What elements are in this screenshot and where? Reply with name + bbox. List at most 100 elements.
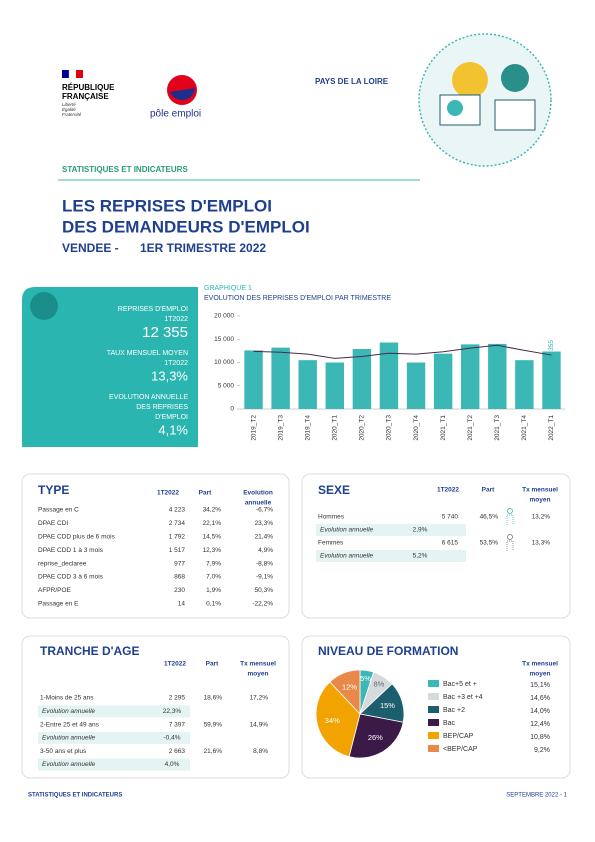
box-type xyxy=(21,473,290,619)
cell: 13,3% xyxy=(532,540,551,547)
box-age xyxy=(21,635,290,779)
cell: 46,5% xyxy=(480,514,499,521)
column-header: Tx mensuel xyxy=(240,661,276,668)
row-label: AFPR/POE xyxy=(38,587,72,594)
kpi-label: 1T2022 xyxy=(164,316,188,323)
cell: 1,9% xyxy=(206,587,221,594)
cell: 14,0% xyxy=(530,708,550,715)
evolution-value: 5,2% xyxy=(413,553,428,560)
pie-icon xyxy=(447,100,463,116)
pie-label: 15% xyxy=(380,701,395,710)
cell: 7 397 xyxy=(169,721,186,728)
trend-line xyxy=(253,344,552,359)
logo-arc xyxy=(170,88,195,101)
cell: 230 xyxy=(174,587,185,594)
cell: 21,4% xyxy=(255,534,274,541)
table-title: TYPE xyxy=(38,483,69,497)
column-header: annuelle xyxy=(245,500,272,507)
evolution-band xyxy=(38,758,190,771)
flag-red xyxy=(76,70,83,78)
cell: 53,5% xyxy=(480,540,499,547)
table-title: SEXE xyxy=(318,483,350,497)
cell: 5 740 xyxy=(442,514,459,521)
x-tick-label: 2020_T3 xyxy=(386,415,393,441)
devise: Égalité xyxy=(62,106,76,112)
title: DES DEMANDEURS D'EMPLOI xyxy=(62,217,310,236)
column-header: Evolution xyxy=(243,490,273,497)
y-tick-label: 5 000 xyxy=(218,382,235,389)
row-label: Passage en E xyxy=(38,601,79,608)
bar xyxy=(379,342,399,409)
kpi-label: DES REPRISES xyxy=(136,404,188,411)
flag-white xyxy=(68,69,77,79)
screen xyxy=(494,99,536,131)
cell: 1 792 xyxy=(169,534,186,541)
cell: 14,6% xyxy=(530,695,550,702)
cell: 14,9% xyxy=(250,721,269,728)
cell: 14 xyxy=(178,601,186,608)
evolution-band xyxy=(38,705,190,718)
y-tick-label: 15 000 xyxy=(214,336,234,343)
person-icon xyxy=(506,540,514,551)
legend-swatch xyxy=(428,745,439,752)
gear xyxy=(452,62,488,98)
cell: 10,8% xyxy=(530,734,550,741)
y-tick-label: 20 000 xyxy=(214,313,234,320)
row-label: Femmes xyxy=(318,540,344,547)
row-label: DPAE CDD 3 à 6 mois xyxy=(38,574,104,581)
x-tick-label: 2021_T1 xyxy=(440,415,447,441)
table-title: NIVEAU DE FORMATION xyxy=(318,644,458,658)
legend-swatch xyxy=(428,706,439,713)
evolution-label: Evolution annuelle xyxy=(320,527,374,534)
footer-left: STATISTIQUES ET INDICATEURS xyxy=(28,793,122,799)
section: STATISTIQUES ET INDICATEURS xyxy=(62,165,188,174)
column-header: Part xyxy=(199,490,212,497)
value-label: 12 355 xyxy=(548,340,555,360)
column-header: 1T2022 xyxy=(157,490,179,497)
cell: 4,9% xyxy=(258,547,273,554)
x-tick-label: 2019_T2 xyxy=(250,415,257,441)
bar xyxy=(433,353,453,409)
cell: 7,0% xyxy=(206,574,221,581)
legend-swatch xyxy=(428,732,439,739)
cell: 15,1% xyxy=(530,682,550,689)
cell: 59,9% xyxy=(204,721,223,728)
bar xyxy=(244,350,263,409)
kpi-label: REPRISES D'EMPLOI xyxy=(118,306,188,313)
x-tick-label: 2021_T3 xyxy=(494,415,501,441)
cell: 7,9% xyxy=(206,560,221,567)
y-tick-label: 10 000 xyxy=(214,359,234,366)
row-label: DPAE CDD plus de 6 mois xyxy=(38,534,116,541)
cell: 12,4% xyxy=(530,721,550,728)
y-tick-label: 0 xyxy=(230,406,234,413)
x-tick-label: 2019_T3 xyxy=(277,415,284,441)
bar xyxy=(352,349,372,409)
cell: 868 xyxy=(174,574,185,581)
x-tick-label: 2020_T2 xyxy=(359,415,366,441)
cell: -6,7% xyxy=(256,507,273,514)
evolution-label: Evolution annuelle xyxy=(42,735,96,742)
subtitle: 1ER TRIMESTRE 2022 xyxy=(140,241,266,255)
subtitle: VENDEE - xyxy=(62,241,119,255)
cell: -22,2% xyxy=(252,601,273,608)
kpi-label: TAUX MENSUEL MOYEN xyxy=(107,350,188,357)
x-tick-label: 2022_T1 xyxy=(548,415,555,441)
region: PAYS DE LA LOIRE xyxy=(315,77,389,86)
row-label: 1-Moins de 25 ans xyxy=(40,695,94,702)
footer-right: SEPTEMBRE 2022 - 1 xyxy=(506,793,567,799)
kpi-value: 13,3% xyxy=(151,368,188,383)
evolution-band xyxy=(316,524,466,536)
pie-label: 12% xyxy=(342,682,357,691)
column-header: Tx mensuel xyxy=(522,487,558,494)
cell: 13,2% xyxy=(532,514,551,521)
cell: 2 734 xyxy=(169,520,186,527)
kpi-label: EVOLUTION ANNUELLE xyxy=(109,394,188,401)
kpi-value: 12 355 xyxy=(142,324,188,341)
cell: 34,2% xyxy=(203,507,222,514)
evolution-label: Evolution annuelle xyxy=(42,708,96,715)
cell: 50,3% xyxy=(255,587,274,594)
legend-label: <BEP/CAP xyxy=(443,746,478,753)
x-tick-label: 2019_T4 xyxy=(304,415,311,441)
evolution-label: Evolution annuelle xyxy=(320,553,374,560)
